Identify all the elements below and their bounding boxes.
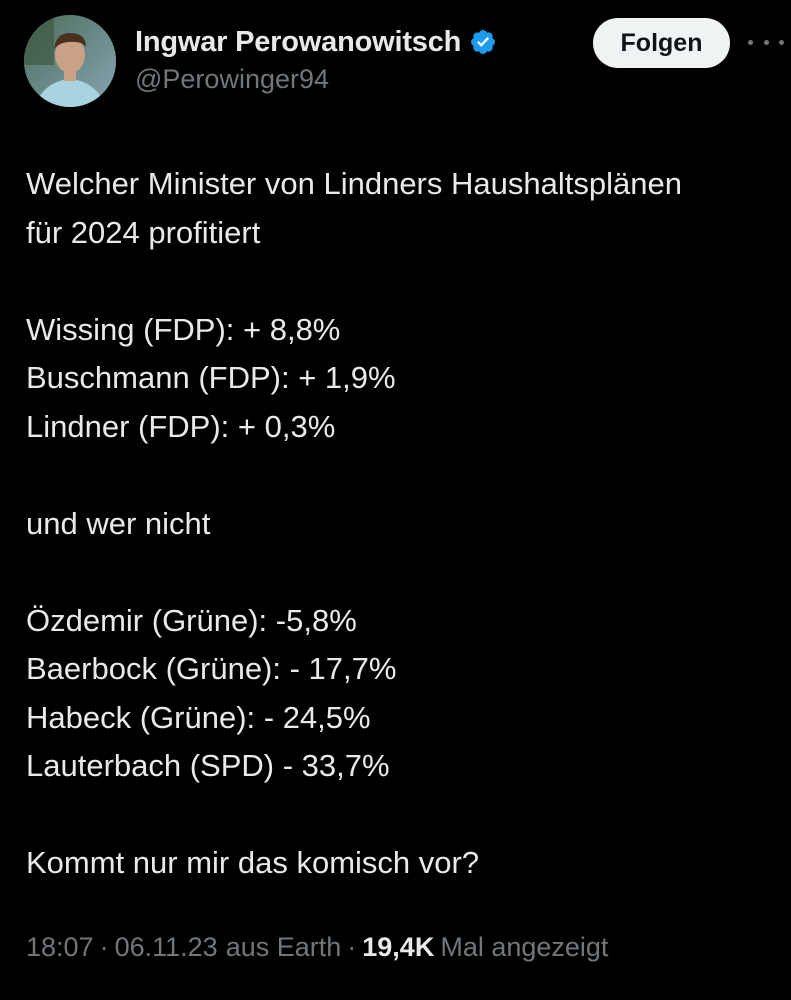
tweet-line: Habeck (Grüne): - 24,5% [26, 699, 371, 735]
more-dot [763, 39, 769, 45]
tweet-line: Lindner (FDP): + 0,3% [26, 408, 336, 444]
tweet-location: aus Earth [225, 932, 342, 962]
author-name-row: Ingwar Perowanowitsch [135, 24, 497, 60]
tweet-line: Buschmann (FDP): + 1,9% [26, 360, 396, 395]
tweet-line: und wer nicht [26, 505, 211, 541]
tweet-line [26, 257, 786, 306]
tweet-meta: 18:07 · 06.11.23 aus Earth · 19,4K Mal a… [26, 932, 608, 963]
tweet-line: Wissing (FDP): + 8,8% [26, 311, 341, 347]
meta-separator: · [347, 932, 357, 962]
author-display-name[interactable]: Ingwar Perowanowitsch [135, 25, 462, 58]
author-handle[interactable]: @Perowinger94 [135, 64, 330, 94]
tweet-time[interactable]: 18:07 [26, 932, 94, 962]
tweet-line: Özdemir (Grüne): -5,8% [26, 602, 357, 638]
tweet-line: Baerbock (Grüne): - 17,7% [26, 651, 397, 686]
follow-button[interactable]: Folgen [593, 18, 730, 68]
tweet-line [26, 451, 786, 500]
tweet-line: für 2024 profitiert [26, 214, 261, 250]
more-options-icon[interactable] [748, 32, 784, 52]
tweet-text: Welcher Minister von Lindners Haushaltsp… [26, 160, 786, 888]
avatar[interactable] [24, 15, 116, 107]
verified-badge-icon [469, 28, 497, 56]
more-dot [779, 39, 784, 45]
tweet-line: Lauterbach (SPD) - 33,7% [26, 748, 390, 783]
views-count[interactable]: 19,4K [362, 932, 435, 962]
tweet-line [26, 548, 786, 597]
tweet-line [26, 791, 786, 840]
avatar-image [24, 15, 116, 107]
tweet-line: Kommt nur mir das komisch vor? [26, 845, 480, 880]
tweet-date[interactable]: 06.11.23 [114, 932, 218, 962]
tweet-header: Ingwar Perowanowitsch @Perowinger94 Folg… [0, 0, 791, 120]
more-dot [748, 39, 753, 45]
views-label: Mal angezeigt [440, 932, 609, 962]
meta-separator: · [99, 932, 109, 962]
tweet-line: Welcher Minister von Lindners Haushaltsp… [26, 166, 682, 201]
